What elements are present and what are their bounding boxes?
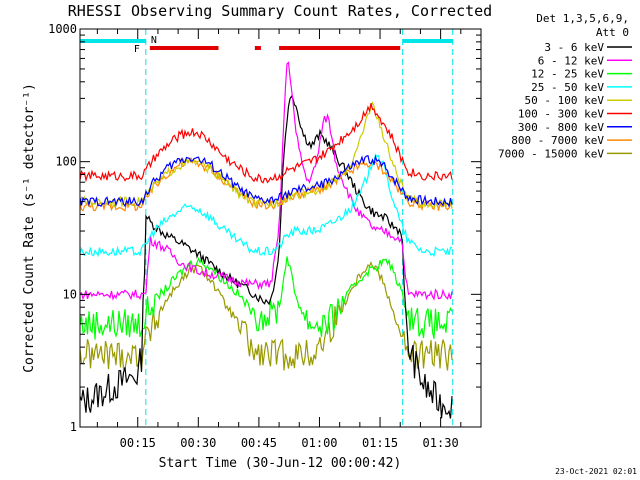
y-tick-label: 100 xyxy=(55,155,77,169)
legend-label: 3 - 6 keV xyxy=(544,41,604,54)
series-line xyxy=(79,256,453,340)
x-axis: 00:15 00:30 00:45 01:00 01:15 01:30 xyxy=(96,29,462,450)
y-tick-label: 1000 xyxy=(48,22,77,36)
legend-label: 12 - 25 keV xyxy=(531,68,604,81)
y-axis-label: Corrected Count Rate (s⁻¹ detector⁻¹) xyxy=(22,83,37,373)
legend-label: 50 - 100 keV xyxy=(525,94,605,107)
plot-lines xyxy=(79,61,453,419)
plot-frame xyxy=(79,28,482,428)
flare-flag-label: F xyxy=(134,44,140,55)
series-line xyxy=(79,153,453,258)
x-tick-label: 01:15 xyxy=(362,436,398,450)
y-axis: 1 10 100 1000 xyxy=(48,22,481,434)
y-tick-label: 1 xyxy=(70,420,77,434)
legend-label: 25 - 50 keV xyxy=(531,81,604,94)
legend-label: 800 - 7000 keV xyxy=(511,134,604,147)
series-line xyxy=(79,61,453,301)
chart-title: RHESSI Observing Summary Count Rates, Co… xyxy=(68,2,492,20)
legend-header-line-1: Det 1,3,5,6,9, xyxy=(536,12,629,25)
x-tick-label: 00:45 xyxy=(241,436,277,450)
x-tick-label: 01:00 xyxy=(301,436,337,450)
x-tick-label: 00:15 xyxy=(120,436,156,450)
timestamp: 23-Oct-2021 02:01 xyxy=(555,467,637,476)
series-line xyxy=(79,154,453,208)
y-tick-label: 10 xyxy=(63,287,77,301)
legend-label: 6 - 12 keV xyxy=(538,54,605,67)
legend-label: 300 - 800 keV xyxy=(518,121,604,134)
x-tick-label: 01:30 xyxy=(423,436,459,450)
series-line xyxy=(79,156,453,212)
series-line xyxy=(79,95,453,419)
night-flag-label: N xyxy=(151,35,157,46)
legend-header-line-2: Att 0 xyxy=(596,26,629,39)
legend-label: 7000 - 15000 keV xyxy=(498,147,604,160)
x-axis-label: Start Time (30-Jun-12 00:00:42) xyxy=(159,456,402,471)
series-line xyxy=(79,101,453,210)
series-line xyxy=(79,103,453,184)
x-tick-label: 00:30 xyxy=(180,436,216,450)
legend-label: 100 - 300 keV xyxy=(518,108,604,121)
observing-flags: FN xyxy=(80,29,454,427)
